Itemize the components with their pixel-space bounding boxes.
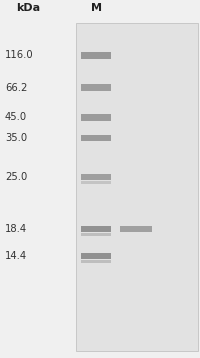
Text: 45.0: 45.0 [5, 112, 27, 122]
Bar [81, 52, 111, 59]
Bar [81, 135, 111, 141]
Bar [81, 174, 111, 180]
Bar [81, 233, 111, 236]
Text: kDa: kDa [16, 3, 40, 13]
Text: M: M [90, 3, 102, 13]
Bar [81, 181, 111, 184]
Bar [81, 226, 111, 232]
Bar [76, 23, 198, 351]
Text: 18.4: 18.4 [5, 224, 27, 234]
Text: 66.2: 66.2 [5, 83, 27, 93]
Bar [81, 260, 111, 263]
Text: 116.0: 116.0 [5, 50, 34, 61]
Text: 35.0: 35.0 [5, 133, 27, 143]
Bar [81, 84, 111, 91]
Bar [81, 253, 111, 259]
Bar [120, 226, 152, 232]
Bar [81, 114, 111, 121]
Text: 25.0: 25.0 [5, 172, 27, 182]
Text: 14.4: 14.4 [5, 251, 27, 261]
